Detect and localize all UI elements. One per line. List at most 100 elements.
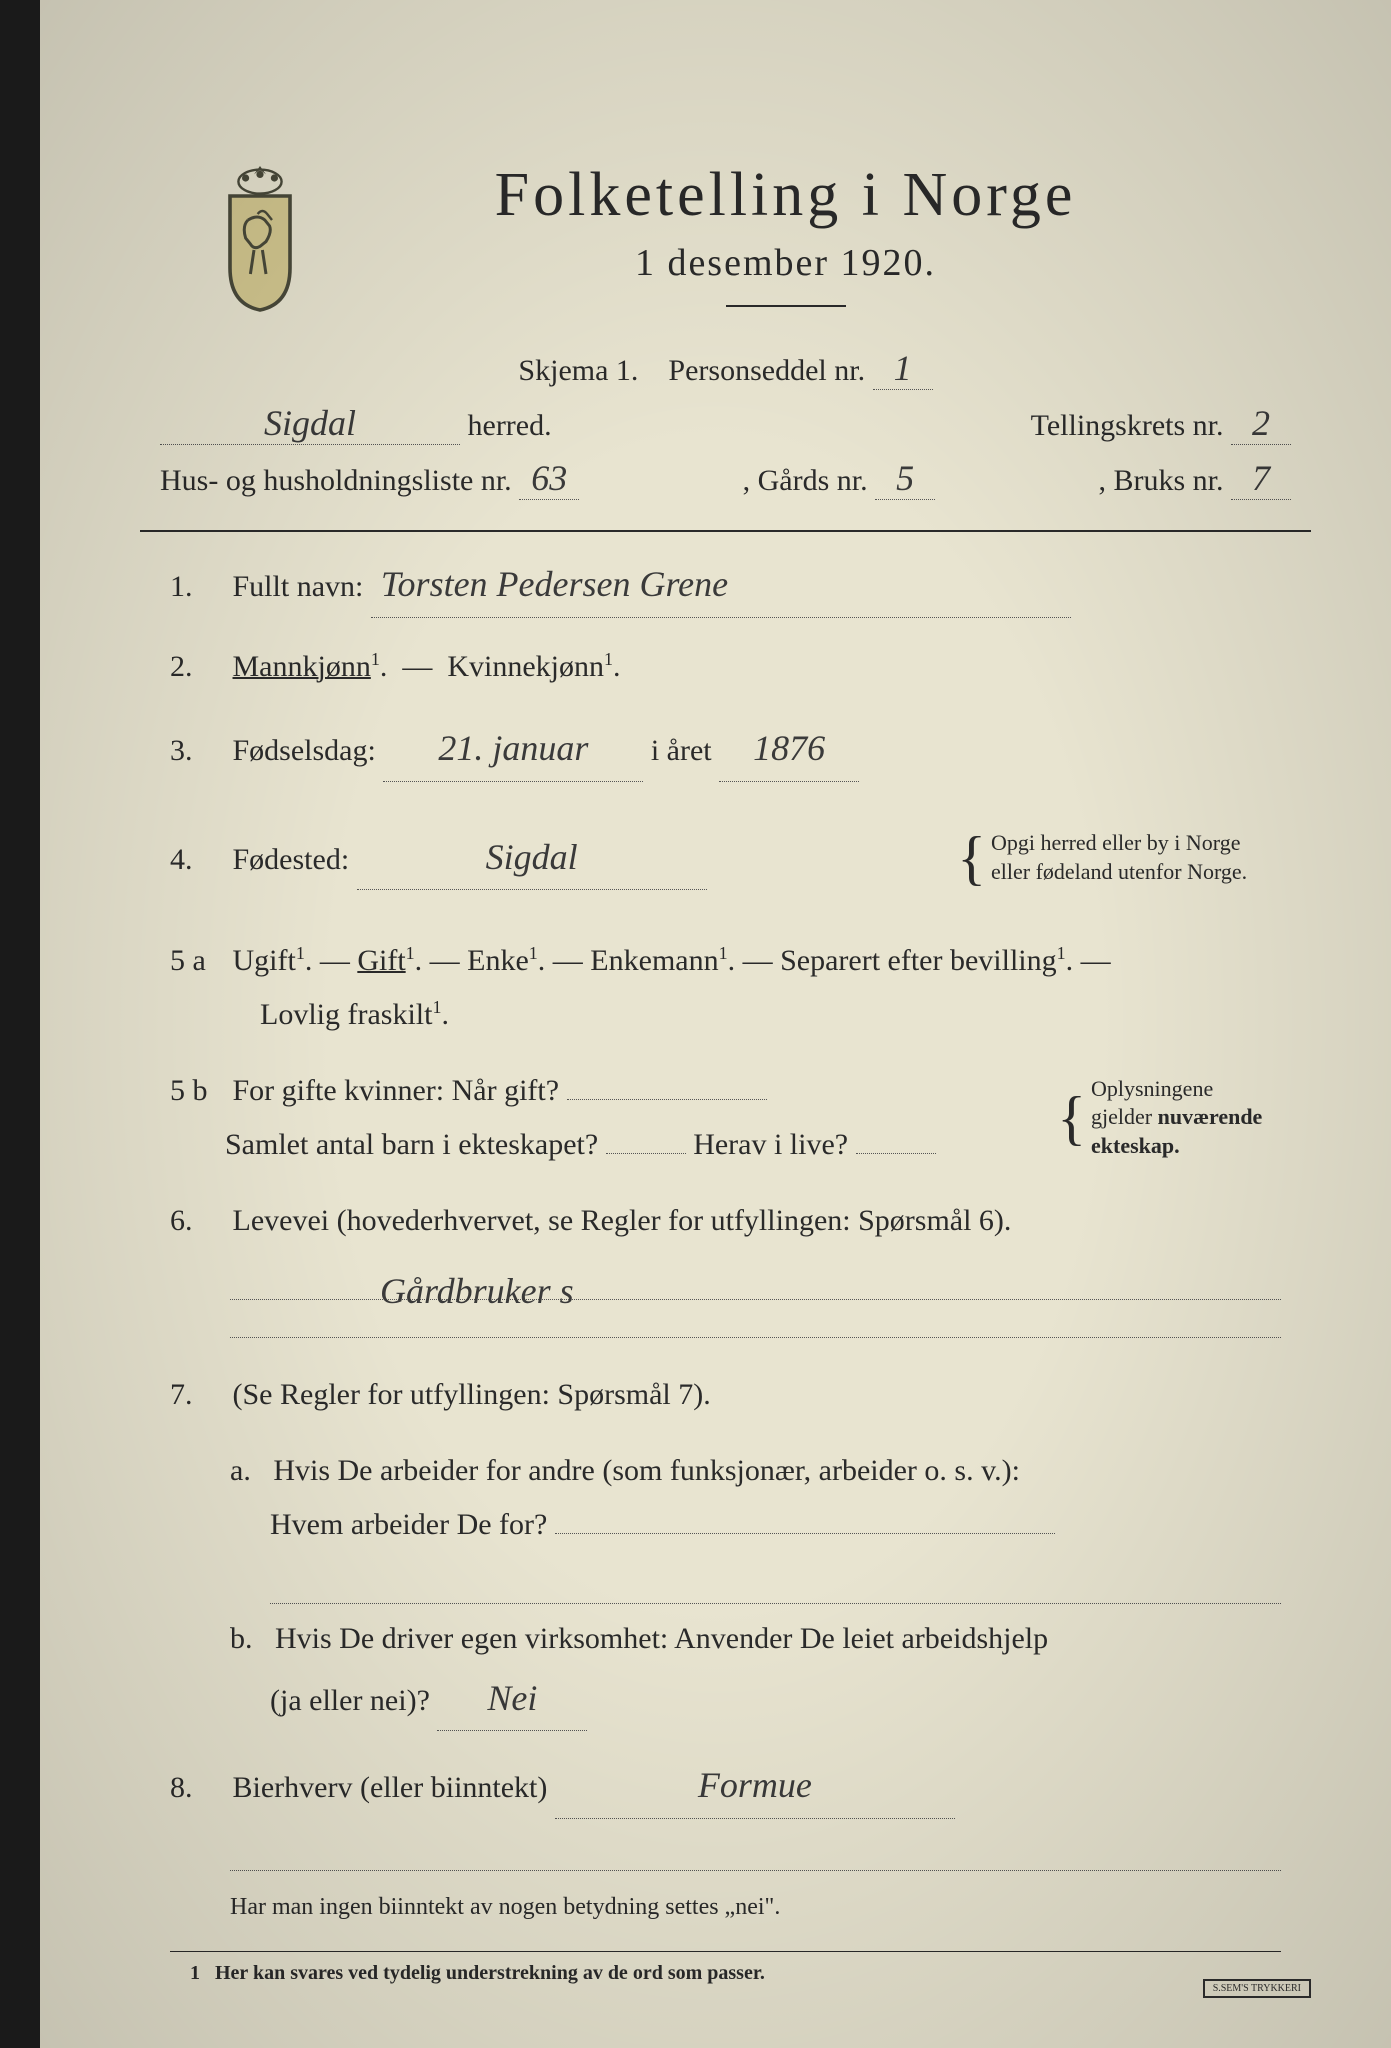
q7-num: 7. — [170, 1368, 225, 1422]
q5a-fraskilt: Lovlig fraskilt — [170, 998, 432, 1031]
q5a-ugift: Ugift — [233, 944, 296, 977]
q7b-label2: (ja eller nei)? — [230, 1684, 430, 1717]
q1-num: 1. — [170, 560, 225, 614]
q5a-enke: Enke — [467, 944, 529, 977]
q4-note: Opgi herred eller by i Norge eller fødel… — [991, 829, 1311, 886]
q2-mann: Mannkjønn — [233, 650, 371, 683]
q7a-label1: Hvis De arbeider for andre (som funksjon… — [273, 1454, 1020, 1487]
q2-num: 2. — [170, 640, 225, 694]
note-text: Har man ingen biinntekt av nogen betydni… — [230, 1894, 780, 1920]
q6-num: 6. — [170, 1194, 225, 1248]
q8-blank-line — [230, 1841, 1281, 1871]
main-title: Folketelling i Norge — [360, 160, 1211, 231]
gards-nr: 5 — [875, 457, 935, 500]
q5a-separert: Separert efter bevilling — [780, 944, 1057, 977]
q5b-num: 5 b — [170, 1064, 225, 1118]
q3-row: 3. Fødselsdag: 21. januar i året 1876 — [140, 716, 1311, 782]
coat-of-arms — [200, 160, 320, 310]
hushold-nr: 63 — [519, 457, 579, 500]
herred-label: herred. — [468, 409, 552, 442]
q7b-row: b. Hvis De driver egen virksomhet: Anven… — [140, 1612, 1311, 1732]
bruks-nr: 7 — [1231, 457, 1291, 500]
q3-year: 1876 — [719, 716, 859, 782]
q5b-brace: { — [1057, 1064, 1086, 1172]
q4-row: 4. Fødested: Sigdal { Opgi herred eller … — [140, 804, 1311, 912]
q4-num: 4. — [170, 833, 225, 887]
footnote-rule — [170, 1951, 1281, 1952]
herred-row: Sigdal herred. Tellingskrets nr. 2 — [140, 402, 1311, 445]
q5b-gift-value — [567, 1099, 767, 1100]
q5b-note2: gjelder nuværende — [1091, 1104, 1262, 1129]
q4-value: Sigdal — [357, 825, 707, 891]
herred-name: Sigdal — [160, 402, 460, 445]
q5b-barn-value — [606, 1153, 686, 1154]
q5b-note1: Oplysningene — [1091, 1076, 1213, 1101]
q1-label: Fullt navn: — [233, 570, 364, 603]
q6-blank-line — [230, 1308, 1281, 1338]
form-body: 1. Fullt navn: Torsten Pedersen Grene 2.… — [140, 530, 1311, 1985]
q5b-live-value — [856, 1153, 936, 1154]
skjema-row: Skjema 1. Personseddel nr. 1 — [140, 347, 1311, 390]
census-form-page: Folketelling i Norge 1 desember 1920. Sk… — [0, 0, 1391, 2048]
q5b-label3: Herav i live? — [693, 1128, 848, 1161]
q5a-gift: Gift — [357, 944, 405, 977]
q5b-row: 5 b For gifte kvinner: Når gift? Samlet … — [140, 1064, 1311, 1172]
note-row: Har man ingen biinntekt av nogen betydni… — [140, 1886, 1311, 1929]
krets-label: Tellingskrets nr. — [1031, 409, 1224, 442]
q7a-label2: Hvem arbeider De for? — [230, 1508, 547, 1541]
q2-dash: — — [402, 650, 432, 683]
header-section: Folketelling i Norge 1 desember 1920. — [140, 160, 1311, 327]
q7-label: (Se Regler for utfyllingen: Spørsmål 7). — [233, 1378, 711, 1411]
gards-label: Gårds nr. — [758, 464, 868, 497]
q6-row: 6. Levevei (hovederhvervet, se Regler fo… — [140, 1194, 1311, 1248]
q1-value: Torsten Pedersen Grene — [371, 552, 1071, 618]
q8-label: Bierhverv (eller biinntekt) — [233, 1771, 548, 1804]
q3-num: 3. — [170, 724, 225, 778]
hushold-label: Hus- og husholdningsliste nr. — [160, 464, 512, 497]
q4-note2: eller fødeland utenfor Norge. — [991, 859, 1247, 884]
q8-row: 8. Bierhverv (eller biinntekt) Formue — [140, 1753, 1311, 1819]
title-block: Folketelling i Norge 1 desember 1920. — [360, 160, 1311, 327]
q7a-row: a. Hvis De arbeider for andre (som funks… — [140, 1444, 1311, 1552]
title-divider — [726, 305, 846, 307]
q5a-row: 5 a Ugift1. — Gift1. — Enke1. — Enkemann… — [140, 934, 1311, 1042]
q5a-enkemann: Enkemann — [590, 944, 718, 977]
q4-label: Fødested: — [233, 843, 350, 876]
bruks-label: Bruks nr. — [1113, 464, 1223, 497]
q5b-note3: ekteskap. — [1091, 1133, 1180, 1158]
subtitle: 1 desember 1920. — [360, 241, 1211, 285]
q6-label: Levevei (hovederhvervet, se Regler for u… — [233, 1204, 1012, 1237]
person-label: Personseddel nr. — [668, 354, 865, 387]
q4-note1: Opgi herred eller by i Norge — [991, 830, 1240, 855]
q3-label: Fødselsdag: — [233, 734, 376, 767]
krets-nr: 2 — [1231, 402, 1291, 445]
q5b-label2: Samlet antal barn i ekteskapet? — [170, 1128, 598, 1161]
q7a-blank-line — [270, 1574, 1281, 1604]
q7b-value: Nei — [437, 1666, 587, 1732]
q5a-num: 5 a — [170, 934, 225, 988]
q2-kvinne: Kvinnekjønn — [447, 650, 604, 683]
skjema-label: Skjema 1. — [518, 354, 638, 387]
q7b-num: b. — [230, 1622, 253, 1655]
footnote-text: Her kan svares ved tydelig understreknin… — [215, 1962, 765, 1984]
q5b-note: Oplysningene gjelder nuværende ekteskap. — [1091, 1075, 1311, 1161]
q3-day: 21. januar — [383, 716, 643, 782]
q8-value: Formue — [555, 1753, 955, 1819]
hushold-row: Hus- og husholdningsliste nr. 63 , Gårds… — [140, 457, 1311, 500]
q2-row: 2. Mannkjønn1. — Kvinnekjønn1. — [140, 640, 1311, 694]
q6-value: Gårdbruker s — [230, 1271, 574, 1311]
printer-mark: S.SEM'S TRYKKERI — [1203, 1979, 1311, 1998]
q4-brace: { — [957, 804, 986, 912]
footnote-row: 1 Her kan svares ved tydelig understrekn… — [140, 1962, 1311, 1985]
footnote-marker: 1 — [190, 1962, 200, 1984]
q5b-label1: For gifte kvinner: Når gift? — [233, 1074, 560, 1107]
q7b-label1: Hvis De driver egen virksomhet: Anvender… — [275, 1622, 1048, 1655]
q7-row: 7. (Se Regler for utfyllingen: Spørsmål … — [140, 1368, 1311, 1422]
q7a-value — [555, 1533, 1055, 1534]
q6-value-line: Gårdbruker s — [230, 1270, 1281, 1300]
q1-row: 1. Fullt navn: Torsten Pedersen Grene — [140, 552, 1311, 618]
crest-svg — [200, 160, 320, 316]
q7a-num: a. — [230, 1454, 251, 1487]
q3-year-label: i året — [651, 734, 712, 767]
person-nr-value: 1 — [873, 347, 933, 390]
